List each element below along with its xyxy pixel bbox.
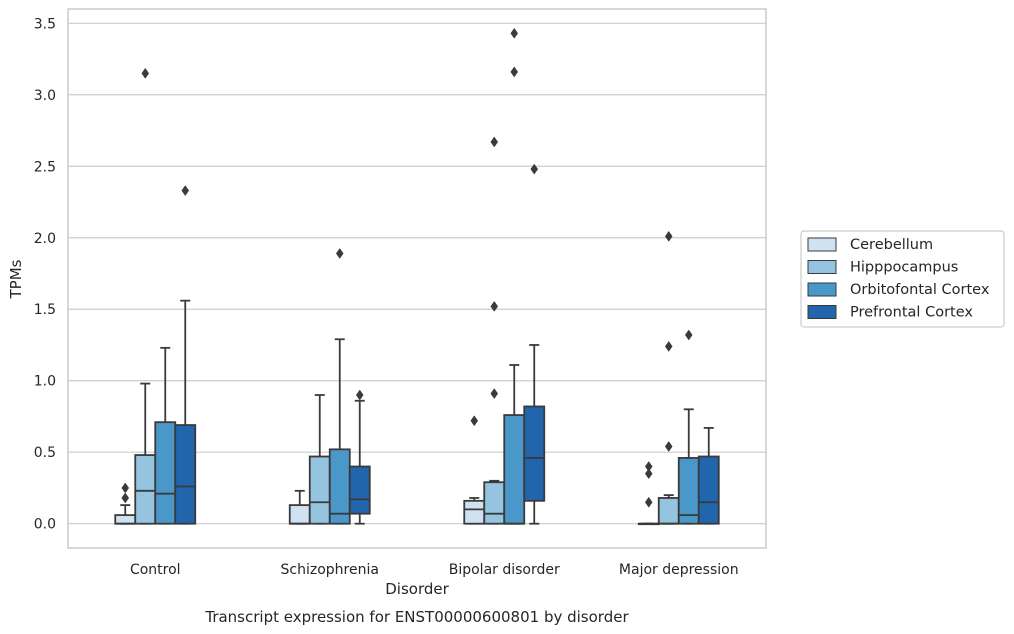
chart-title: Transcript expression for ENST0000060080… xyxy=(204,608,629,626)
legend-label: Prefrontal Cortex xyxy=(850,305,973,321)
y-tick-label: 1.5 xyxy=(34,302,56,318)
box-body xyxy=(697,455,720,525)
legend-label: Cerebellum xyxy=(850,237,933,253)
box-body xyxy=(657,497,680,525)
box-hipppocampus xyxy=(308,394,331,525)
box-hipppocampus xyxy=(134,67,157,525)
outlier-point xyxy=(510,66,519,78)
box-body xyxy=(463,499,486,525)
outlier-point xyxy=(490,300,499,312)
box-prefrontal-cortex xyxy=(348,389,371,525)
box-prefrontal-cortex xyxy=(697,427,720,525)
outlier-point xyxy=(664,340,673,352)
outlier-point xyxy=(664,230,673,242)
outlier-point xyxy=(181,185,190,197)
legend: Cerebellum Hipppocampus Orbitofontal Corte… xyxy=(800,230,1005,328)
outlier-point xyxy=(490,388,499,400)
boxes xyxy=(114,27,720,526)
y-tick-label: 2.5 xyxy=(34,159,56,175)
legend-swatch xyxy=(807,237,837,252)
outlier-point xyxy=(510,27,519,39)
box-cerebellum xyxy=(463,415,486,525)
plot-area-frame xyxy=(67,8,767,549)
y-tick-label: 0.0 xyxy=(34,517,56,533)
legend-swatch xyxy=(807,282,837,297)
outlier-point xyxy=(470,415,479,427)
x-tick-labels: Control Schizophrenia Bipolar disorder Majo… xyxy=(130,562,739,578)
outlier-point xyxy=(355,389,364,401)
box-orbitofontal-cortex xyxy=(677,329,700,525)
outlier-point xyxy=(664,441,673,452)
legend-swatch xyxy=(807,305,837,319)
box-body xyxy=(523,405,546,502)
legend-swatch xyxy=(807,260,837,274)
outlier-point xyxy=(121,492,130,504)
box-orbitofontal-cortex xyxy=(154,346,177,525)
box-body xyxy=(483,481,506,525)
outlier-point xyxy=(490,136,499,148)
box-body xyxy=(328,448,351,525)
box-body xyxy=(288,504,311,525)
box-cerebellum xyxy=(637,461,660,526)
box-orbitofontal-cortex xyxy=(328,248,351,525)
outlier-point xyxy=(121,482,130,494)
box-body xyxy=(503,414,526,525)
y-tick-label: 3.0 xyxy=(34,88,56,104)
y-tick-label: 2.0 xyxy=(34,231,56,247)
y-tick-label: 0.5 xyxy=(34,445,56,461)
x-tick-label: Major depression xyxy=(619,562,739,578)
legend-label: Hipppocampus xyxy=(850,260,958,276)
y-tick-label: 1.0 xyxy=(34,374,56,390)
outlier-point xyxy=(684,329,693,341)
box-body xyxy=(348,465,371,515)
box-hipppocampus xyxy=(657,230,680,525)
outlier-point xyxy=(644,468,653,480)
y-tick-labels: 0.0 0.5 1.0 1.5 2.0 2.5 3.0 3.5 xyxy=(34,16,56,532)
box-body xyxy=(134,454,157,525)
box-orbitofontal-cortex xyxy=(503,27,526,525)
outlier-point xyxy=(644,496,653,508)
x-tick-label: Bipolar disorder xyxy=(449,562,560,578)
outlier-point xyxy=(644,461,653,472)
box-cerebellum xyxy=(114,482,137,525)
y-axis-label: TPMs xyxy=(7,259,25,299)
box-body xyxy=(114,514,137,525)
x-tick-label: Schizophrenia xyxy=(281,562,379,578)
outlier-point xyxy=(530,163,539,175)
box-hipppocampus xyxy=(483,136,506,525)
outlier-point xyxy=(335,248,344,259)
box-cerebellum xyxy=(288,489,311,525)
legend-label: Orbitofontal Cortex xyxy=(850,282,990,298)
box-body xyxy=(154,421,177,525)
outlier-point xyxy=(141,67,150,79)
box-prefrontal-cortex xyxy=(523,163,546,525)
x-tick-label: Control xyxy=(130,562,181,578)
legend-frame xyxy=(800,230,1005,328)
y-tick-label: 3.5 xyxy=(34,16,56,32)
box-body xyxy=(308,455,331,525)
x-axis-label: Disorder xyxy=(385,580,449,598)
box-body xyxy=(174,424,197,525)
box-body xyxy=(677,457,700,525)
box-prefrontal-cortex xyxy=(174,185,197,525)
